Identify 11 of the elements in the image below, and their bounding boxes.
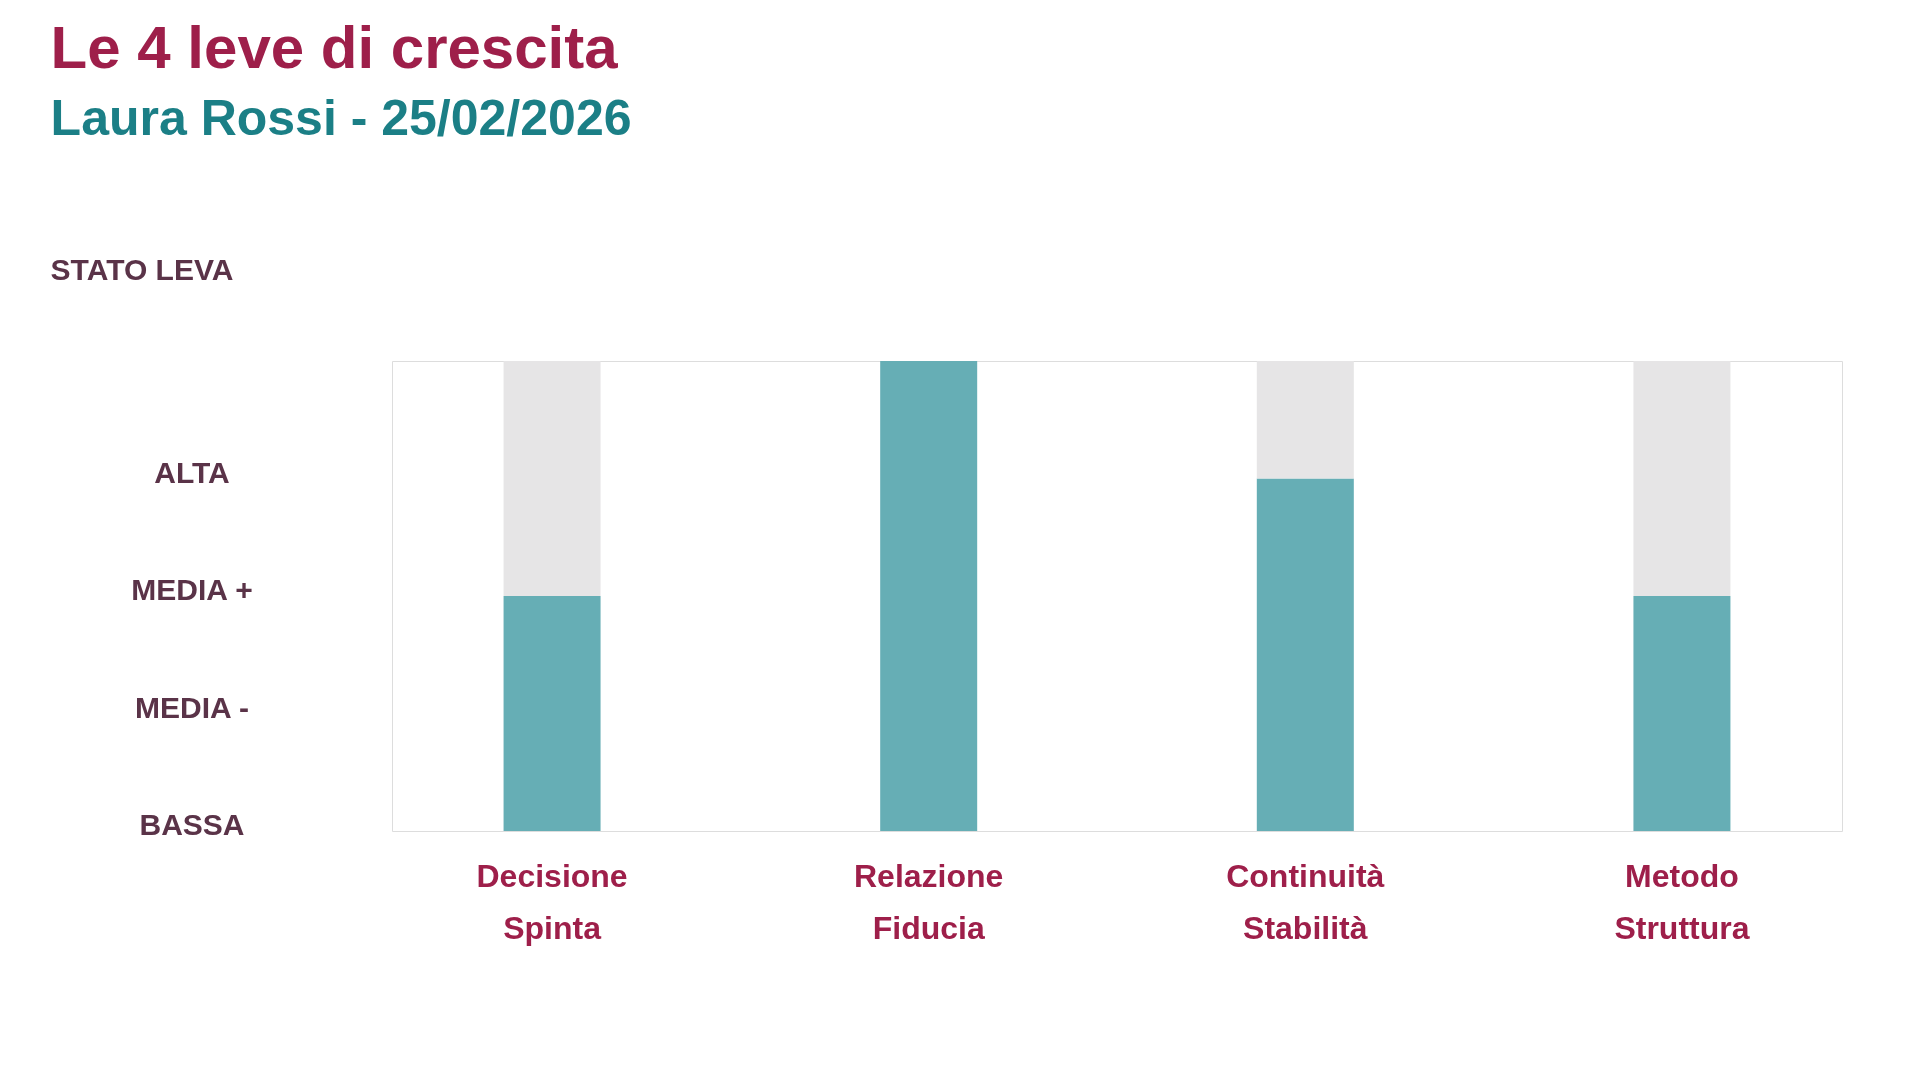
text: ALTA <box>154 455 230 489</box>
text: MEDIA + <box>131 573 253 606</box>
text: BASSA <box>139 808 245 841</box>
x-tick-label: Metodo Struttura <box>1614 857 1750 946</box>
x-tick-label: Relazione Fiducia <box>854 857 1004 946</box>
text: MEDIA - <box>135 690 249 724</box>
x-tick-label: Continuità Stabilità <box>1226 857 1385 946</box>
x-tick-label: Decisione Spinta <box>476 857 628 946</box>
chart-title: Le 4 leve di crescita <box>50 14 619 81</box>
chart-subtitle: Laura Rossi - 25/02/2026 <box>50 90 632 146</box>
text: STATO LEVA <box>50 253 234 286</box>
